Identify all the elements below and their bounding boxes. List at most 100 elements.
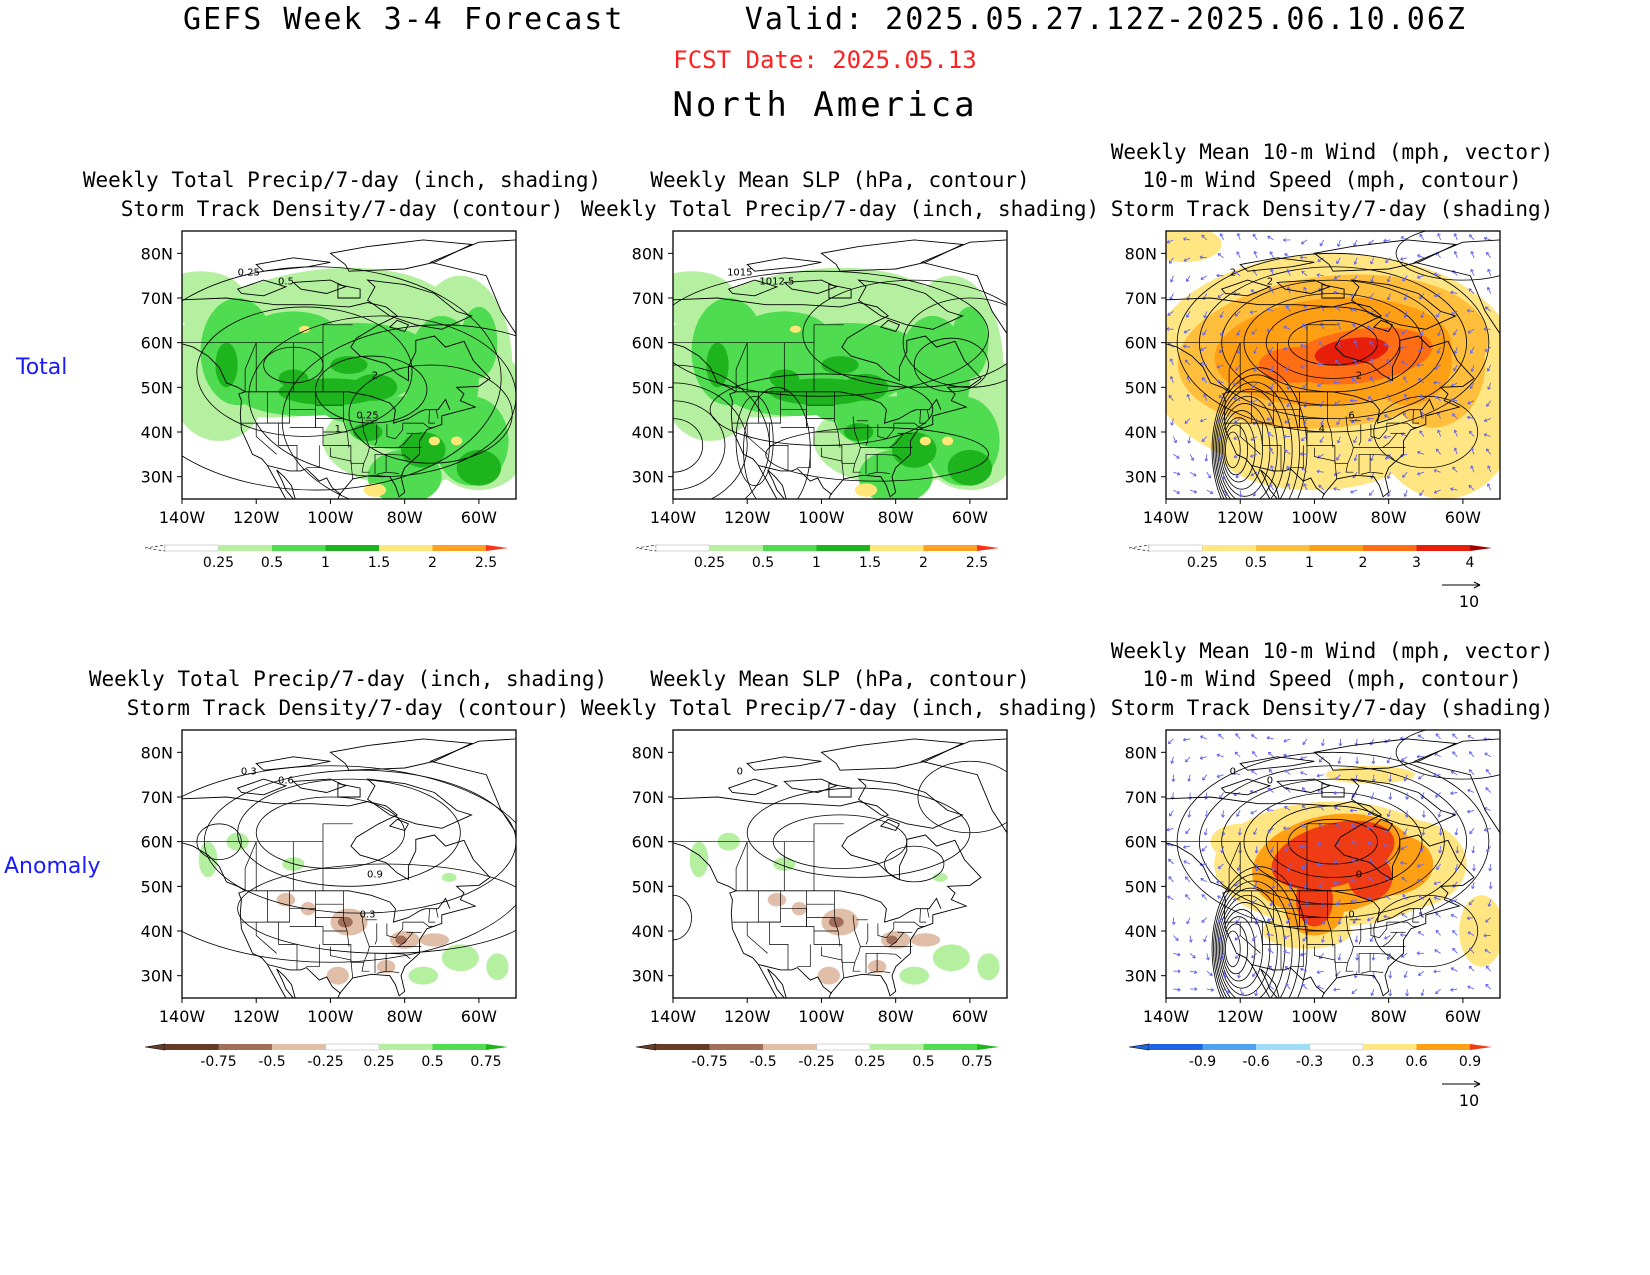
wind-vector [1189,471,1197,477]
panel-title-line: Weekly Mean SLP (hPa, contour) [650,168,1030,192]
wind-vector [1206,987,1214,992]
wind-vector [1453,329,1458,336]
wind-vector [1303,483,1308,491]
wind-vector [1234,751,1241,758]
wind-vector [1417,254,1425,259]
wind-vector [1251,382,1258,389]
wind-vector [1467,328,1475,334]
contour-line [1211,866,1308,998]
wind-vector [1401,912,1408,918]
lon-tick-label: 80W [1371,508,1407,527]
wind-vector [1236,251,1241,259]
wind-vector [1200,735,1207,740]
wind-vector [1234,881,1241,887]
wind-vector [1402,471,1408,478]
colorbar-label: 0.25 [363,1054,394,1070]
us-mexico-border [267,964,342,994]
wind-vector [1218,935,1224,941]
wind-vector [1485,768,1492,775]
wind-vector [1253,828,1258,835]
contour-value-label: 0.25 [356,411,378,422]
colorbar-end-low [635,544,657,552]
wind-vector [1370,792,1375,800]
contour-line [1224,930,1241,968]
wind-vector [1233,453,1241,459]
colorbar-segment [870,545,924,551]
island-coastline [236,279,288,297]
wind-vector [1236,810,1241,817]
colorbar-label: 0.5 [1245,555,1267,571]
wind-vector [1201,377,1208,384]
wind-vector [1437,429,1442,437]
wind-vector [1385,453,1391,460]
wind-vector [1171,774,1176,782]
colorbar-segment [1256,1044,1310,1050]
colorbar-label: -0.9 [1189,1054,1216,1070]
wind-vector [1168,394,1174,401]
wind-vector [1452,466,1458,473]
wind-vector [1235,733,1241,740]
wind-vector [1450,913,1458,919]
wind-vector [1336,454,1341,461]
state-border [1239,423,1261,455]
wind-vector [1201,234,1208,241]
wind-vector [1452,733,1458,740]
state-border [330,447,354,479]
wind-vector [1320,418,1325,426]
wind-vector [1403,311,1408,319]
province-border [1228,342,1241,392]
wind-vector [1218,394,1224,401]
wind-vector [1216,273,1224,278]
state-border [1327,391,1334,448]
state-border [1419,908,1423,918]
island-coastline [857,279,964,330]
wind-vector [1185,275,1191,282]
wind-vector [1268,965,1274,972]
colorbar-segment [325,545,379,551]
colorbar-segment [1148,544,1203,552]
island-coastline [1239,257,1315,272]
state-border [1262,922,1282,970]
colorbar: 0.25 0.5 1 1.5 2 2.5 [144,544,508,571]
panel-title-line: Weekly Mean SLP (hPa, contour) [650,667,1030,691]
wind-vector [1189,489,1198,494]
state-border [402,422,435,428]
contour-line [673,382,748,499]
wind-vector [1166,827,1174,832]
island-coastline [820,738,965,771]
wind-vector [1285,305,1291,312]
contour-line [1217,894,1278,998]
wind-vector [1300,771,1308,776]
lon-tick-label: 60W [952,508,988,527]
island-coastline [727,279,779,297]
wind-vector [1190,987,1198,991]
wind-vector [1486,483,1492,491]
wind-vector [1384,414,1391,419]
lat-tick-label: 80N [141,743,173,762]
us-canada-border [245,391,451,424]
wind-vector [1300,239,1308,245]
colorbar-label: 1.5 [859,555,881,571]
wind-vector [1371,774,1376,782]
wind-vector [1421,810,1426,818]
state-border [919,409,927,424]
wind-vector [1402,893,1408,900]
wind-vector [1283,753,1291,758]
island-coastline [746,257,822,272]
colorbar-label: -0.3 [1296,1054,1323,1070]
wind-vector [1204,454,1209,462]
lat-tick-label: 30N [632,967,664,986]
state-border [866,952,902,959]
wind-vector [1386,293,1391,301]
wind-vector [1302,323,1308,330]
island-coastline [1276,778,1331,793]
colorbar-segment [379,545,433,551]
wind-vector [1388,971,1393,979]
map-frame [181,230,517,500]
contour-value-label: 0.9 [367,869,383,880]
shading-area [947,449,993,486]
wind-vector [1300,824,1308,829]
wind-vector [1287,899,1292,907]
province-border [813,324,844,343]
state-border [1345,915,1354,972]
